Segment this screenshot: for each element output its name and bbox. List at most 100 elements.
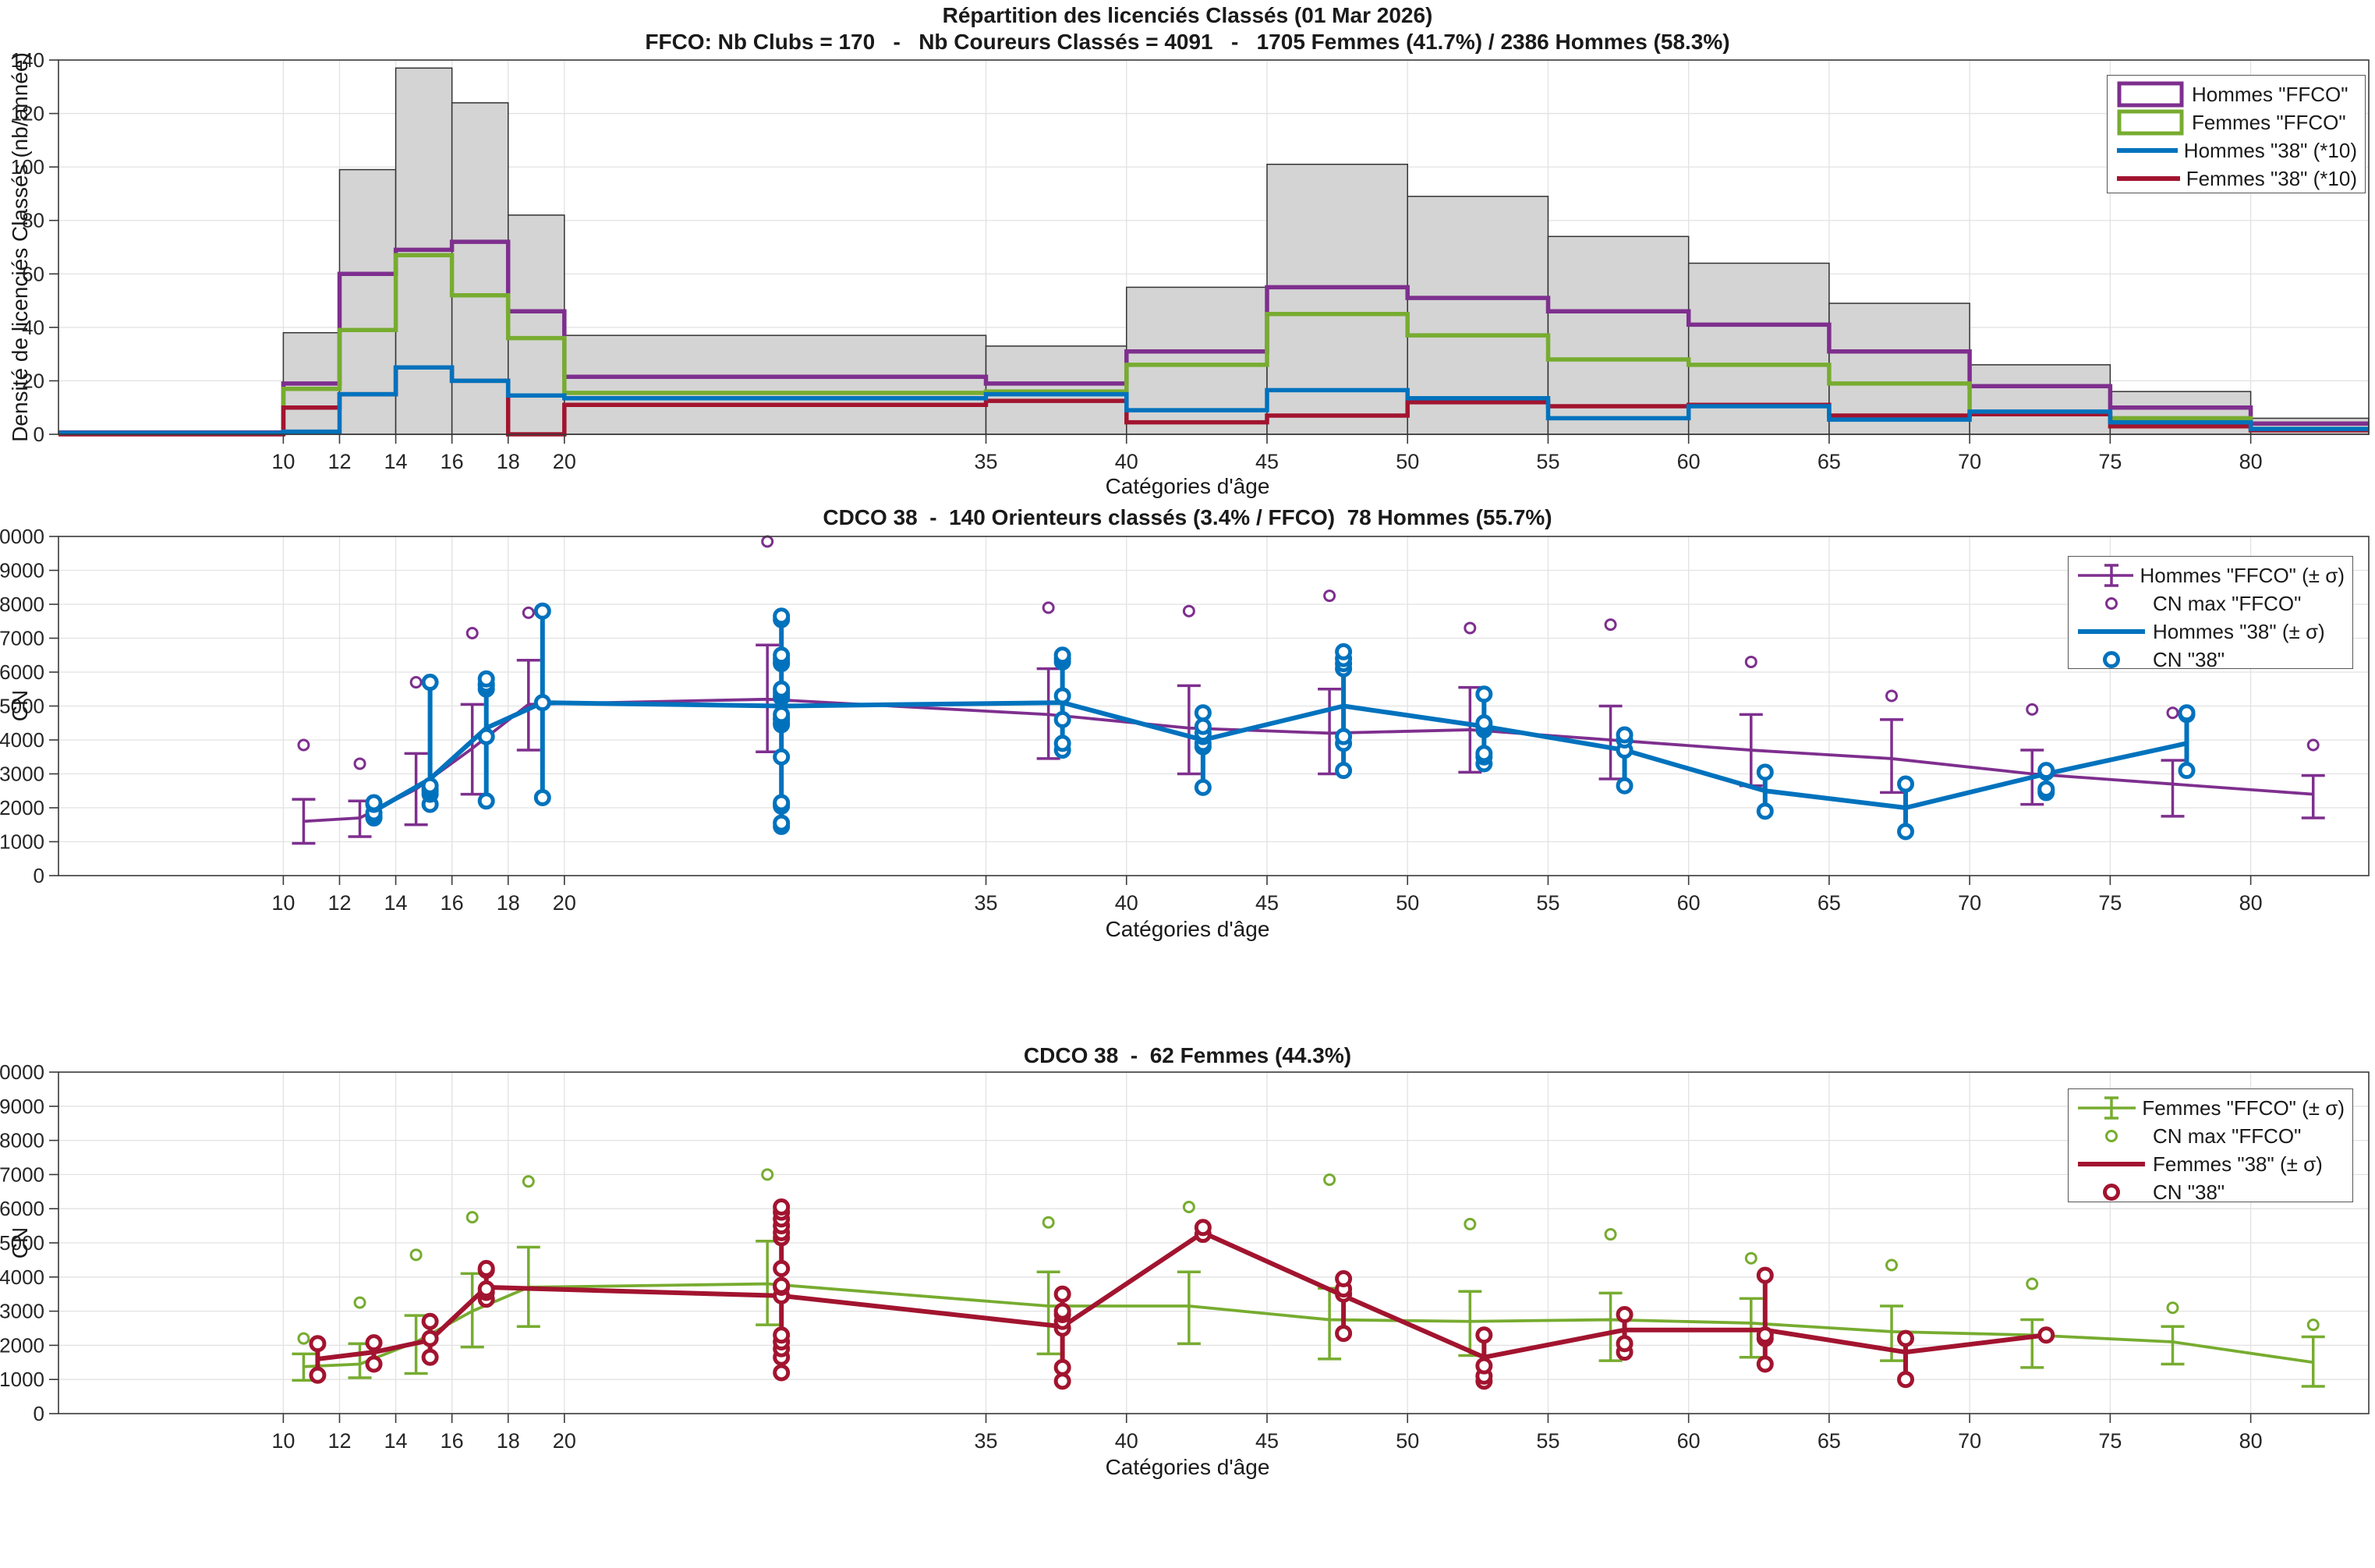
x-tick-label: 80 [2239,891,2263,915]
legend-item-label: Hommes "FFCO" [2192,82,2348,106]
legend-item[interactable]: CN max "FFCO" [2076,589,2345,618]
cn-max-point [2306,1318,2320,1332]
middle-chart-legend: Hommes "FFCO" (± σ) CN max "FFCO" Hommes "… [2068,556,2353,671]
y-tick-label: 9000 [0,559,44,582]
x-tick-label: 10 [271,450,295,473]
cn-point [773,1326,791,1344]
cn-point [477,1259,495,1277]
legend-item-label: CN "38" [2153,1180,2225,1204]
x-tick-label: 50 [1396,450,1419,473]
legend-item[interactable]: CN "38" [2076,646,2345,674]
cn-point [1053,1372,1071,1390]
cn-point [1053,1302,1071,1320]
y-tick-label: 120 [11,102,44,126]
x-tick-label: 55 [1536,450,1559,473]
cn-max-point [353,1296,366,1309]
cn-max-point [297,738,310,752]
cn-point [1897,823,1915,841]
cn-max-point [297,1332,310,1345]
ffco-errorbars [292,643,2325,845]
donut-legend-glyph-icon [2103,651,2120,668]
patch-legend-glyph-icon [2117,81,2184,108]
cn-point [1616,777,1633,795]
cn-point [773,680,791,698]
legend-item-label: Hommes "38" (± σ) [2153,619,2325,643]
legend-item-label: CN "38" [2153,647,2225,671]
legend-item-label: Femmes "FFCO" (± σ) [2142,1095,2345,1120]
y-tick-label: 9000 [0,1095,44,1118]
y-tick-label: 2000 [0,796,44,819]
ffco-cn-max-points [297,535,2320,770]
x-tick-label: 10 [271,1429,295,1453]
legend-item[interactable]: Femmes "FFCO" (± σ) [2076,1094,2345,1122]
y-tick-label: 0 [34,423,44,446]
cn-max-point [1604,618,1617,632]
cn-point [1756,763,1774,781]
legend-item-label: Femmes "FFCO" [2192,110,2346,134]
legend-item[interactable]: Hommes "38" (*10) [2115,136,2357,165]
cn-max-point [1323,589,1336,603]
legend-item[interactable]: Femmes "38" (*10) [2115,165,2357,193]
cn-max-point [1885,1258,1899,1272]
axes-border [58,59,2370,435]
x-tick-label: 60 [1677,450,1701,473]
x-tick-label: 20 [553,1429,576,1453]
cn-point [1475,745,1493,763]
legend-item[interactable]: CN max "FFCO" [2076,1122,2345,1150]
cn-point [1616,1335,1633,1353]
cn-point [477,1280,495,1298]
circle-legend-glyph-icon [2105,1130,2118,1142]
legend-item[interactable]: Femmes "FFCO" [2115,108,2357,136]
bottom-chart-legend: Femmes "FFCO" (± σ) CN max "FFCO" Femmes "… [2068,1088,2353,1204]
cn-max-point [353,757,366,770]
cn-max-point [1885,689,1899,703]
middle-cn-chart-hommes: 10 12 14 16 18 20 35 40 45 50 55 60 65 70 75 80 0 1000 200… [0,525,2370,915]
bottom-chart-xaxis-label: Catégories d'âge [1105,1455,1270,1479]
cn-point [421,1329,439,1347]
cn-point [421,777,439,795]
histogram-bar [1969,364,2111,435]
histogram-bar [1687,262,1830,435]
cn-point [1194,778,1212,796]
cn-point [1475,1357,1493,1375]
bottom-chart-title: CDCO 38 - 62 Femmes (44.3%) [1023,1043,1352,1067]
x-tick-label: 55 [1536,1429,1559,1453]
cn-point [1897,1329,1915,1347]
x-tick-label: 75 [2098,891,2122,915]
legend-item[interactable]: CN "38" [2076,1178,2345,1206]
x-tick-label: 50 [1396,891,1419,915]
cn-point [421,1348,439,1366]
y-tick-label: 1000 [0,830,44,854]
cdco38-mean-line [317,1230,2047,1361]
cn-point [1616,1305,1633,1323]
bottom-cn-chart-femmes: 10 12 14 16 18 20 35 40 45 50 55 60 65 70 75 80 0 1000 200… [0,1060,2370,1453]
line-legend-glyph-icon [2117,176,2180,181]
cn-point [773,706,791,724]
legend-item-label: Hommes "38" (*10) [2183,138,2357,162]
cn-point [1897,775,1915,793]
x-tick-label: 35 [975,450,998,473]
legend-item[interactable]: Femmes "38" (± σ) [2076,1150,2345,1178]
x-tick-label: 14 [384,450,408,473]
legend-item[interactable]: Hommes "FFCO" [2115,80,2357,108]
cn-max-point [522,1175,535,1188]
cn-point [2037,762,2055,780]
x-tick-label: 65 [1818,891,1841,915]
legend-item[interactable]: Hommes "FFCO" (± σ) [2076,561,2345,589]
cn-point [533,694,551,712]
top-chart-xaxis-label: Catégories d'âge [1105,474,1270,498]
y-tick-label: 3000 [0,763,44,786]
cn-point [1194,1219,1212,1237]
x-tick-label: 16 [441,891,464,915]
x-tick-label: 12 [327,891,351,915]
legend-item[interactable]: Hommes "38" (± σ) [2076,618,2345,646]
cn-point [1053,734,1071,752]
cn-point [365,1334,383,1352]
cn-max-point [761,1168,774,1181]
x-tick-label: 10 [271,891,295,915]
y-tick-label: 6000 [0,1197,44,1220]
cn-point [1053,1358,1071,1376]
line-legend-glyph-icon [2078,629,2145,634]
